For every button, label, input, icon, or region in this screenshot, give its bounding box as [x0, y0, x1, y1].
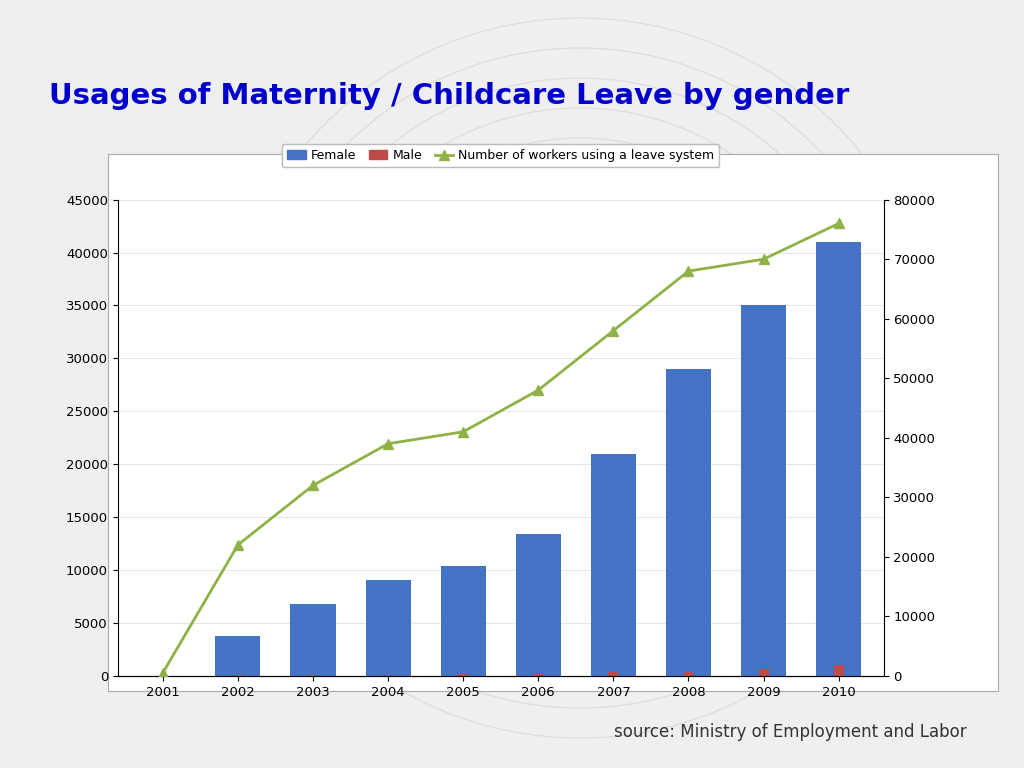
Bar [534, 674, 544, 676]
Bar [741, 306, 786, 676]
Bar [666, 369, 711, 676]
Bar [683, 671, 693, 676]
Text: source: Ministry of Employment and Labor: source: Ministry of Employment and Labor [614, 723, 967, 741]
Bar [366, 580, 411, 676]
Bar [440, 566, 485, 676]
Bar [215, 636, 260, 676]
Bar [458, 674, 468, 676]
Bar [291, 604, 336, 676]
Bar [816, 242, 861, 676]
Bar [834, 665, 844, 676]
Bar [308, 675, 318, 676]
Bar [608, 671, 618, 676]
Text: Usages of Maternity / Childcare Leave by gender: Usages of Maternity / Childcare Leave by… [49, 81, 849, 110]
Bar [383, 675, 393, 676]
Bar [759, 670, 769, 676]
Legend: Female, Male, Number of workers using a leave system: Female, Male, Number of workers using a … [282, 144, 720, 167]
Bar [591, 454, 636, 676]
Bar [516, 534, 561, 676]
